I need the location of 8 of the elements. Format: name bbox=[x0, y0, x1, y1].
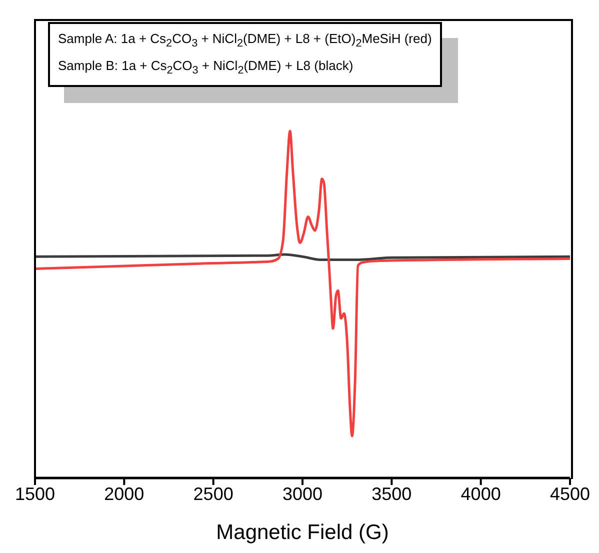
x-tick-label: 1500 bbox=[14, 484, 56, 504]
x-tick-label: 3000 bbox=[282, 484, 323, 504]
x-tick-label: 3500 bbox=[372, 484, 412, 504]
x-axis-title: Magnetic Field (G) bbox=[216, 521, 389, 544]
x-tick-label: 4000 bbox=[460, 484, 501, 504]
x-tick-label: 2000 bbox=[104, 484, 144, 504]
x-tick-label: 4500 bbox=[550, 484, 590, 504]
x-tick-label: 2500 bbox=[193, 484, 234, 504]
